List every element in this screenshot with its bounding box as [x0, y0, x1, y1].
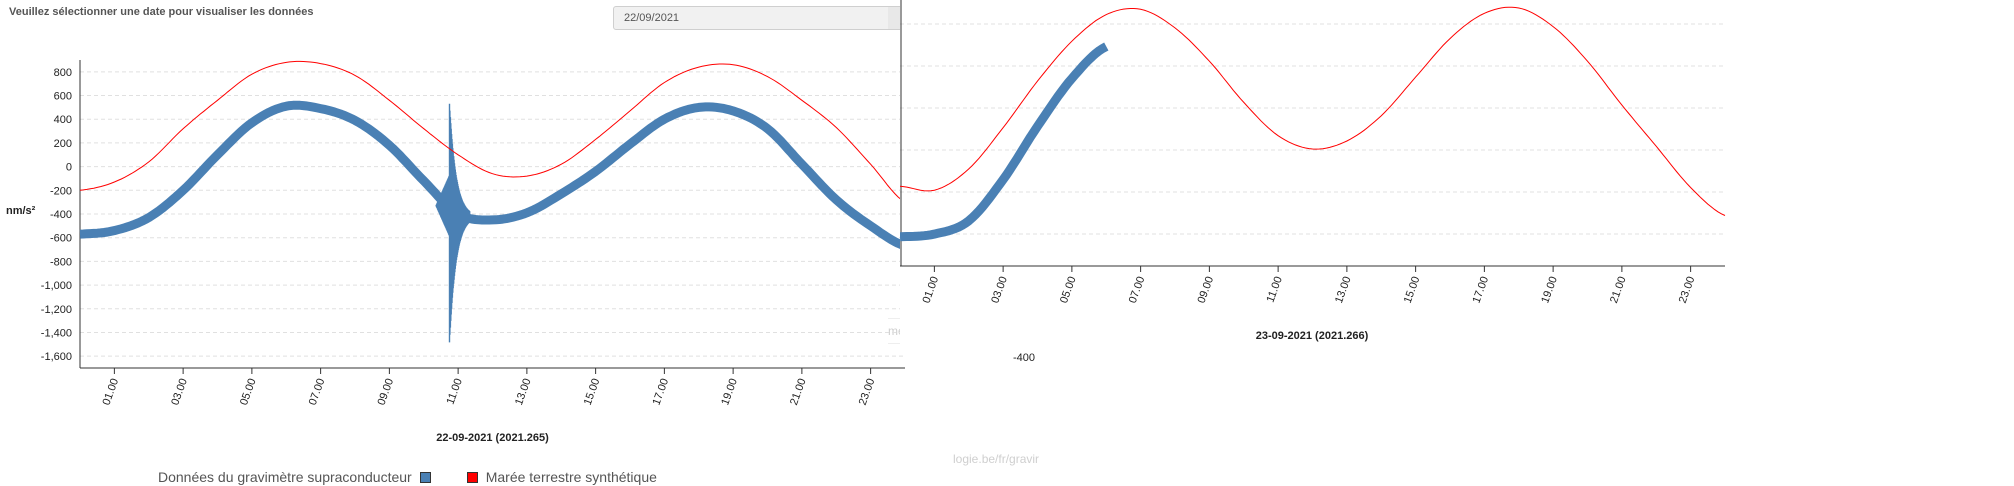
x-tick-label: 03.00: [169, 377, 190, 407]
x-tick-label: 11.00: [445, 377, 465, 406]
legend-item-synthetic[interactable]: Marée terrestre synthétique: [466, 469, 657, 485]
series-synthetic: [79, 60, 905, 203]
x-tick-label: 19.00: [719, 377, 740, 407]
y-tick-label: 400: [54, 114, 72, 126]
x-tick-label: 07.00: [307, 377, 328, 407]
y-tick-label: 600: [54, 91, 72, 103]
x-tick-label: 01.00: [101, 377, 122, 407]
date-input[interactable]: [613, 6, 903, 30]
legend-swatch-observed: [419, 471, 431, 483]
x-tick-label: 05.00: [238, 377, 259, 407]
x-tick-label: 17.00: [651, 377, 672, 407]
date-prompt: Veuillez sélectionner une date pour visu…: [9, 6, 314, 18]
x-axis-label: 22-09-2021 (2021.265): [436, 432, 549, 444]
x-tick-label: 13.00: [513, 377, 534, 407]
chart-day-2: 01.00 03.00 05.00 07.00 09.00 11.00 13.00 15.00…: [900, 0, 1730, 350]
chart-day-2-background: [900, 0, 1730, 350]
y-tick-label: -1,400: [41, 327, 72, 339]
series-observed: [78, 100, 905, 251]
y-tick-label: -1,600: [41, 351, 72, 363]
y-tick-label: -1,000: [41, 280, 72, 292]
series-observed-quake: [448, 103, 471, 343]
x-tick-label: 15.00: [582, 377, 603, 407]
x-tick-label: 21.00: [788, 377, 809, 407]
y-tick-label: -400: [50, 209, 72, 221]
stray-axis-label: -400: [1013, 352, 1036, 364]
y-tick-label: 0: [66, 162, 72, 174]
series-observed: [900, 42, 1109, 242]
y-tick-label: -600: [50, 233, 72, 245]
legend-item-observed[interactable]: Données du gravimètre supraconducteur: [158, 469, 431, 485]
y-tick-label: -200: [50, 185, 72, 197]
x-axis-label: 23-09-2021 (2021.266): [1256, 330, 1369, 342]
legend: Données du gravimètre supraconducteur Ma…: [158, 469, 693, 485]
series-observed-precursor: [435, 175, 450, 236]
y-axis-label: nm/s²: [6, 205, 36, 217]
legend-label-observed: Données du gravimètre supraconducteur: [158, 469, 412, 485]
y-tick-label: -800: [50, 256, 72, 268]
legend-swatch-synthetic: [466, 471, 478, 483]
y-tick-label: 200: [54, 138, 72, 150]
background-url-fragment: logie.be/fr/gravir: [953, 452, 1040, 466]
x-tick-label: 23.00: [857, 377, 878, 407]
series-synthetic: [900, 6, 1726, 216]
legend-label-synthetic: Marée terrestre synthétique: [485, 469, 657, 485]
chart-day-1: 800 600 400 200 0 -200 -400 -600 -800 -1,000 -1,20…: [6, 60, 905, 444]
x-tick-label: 09.00: [376, 377, 397, 407]
y-tick-label: 800: [54, 67, 72, 79]
y-tick-label: -1,200: [41, 304, 72, 316]
